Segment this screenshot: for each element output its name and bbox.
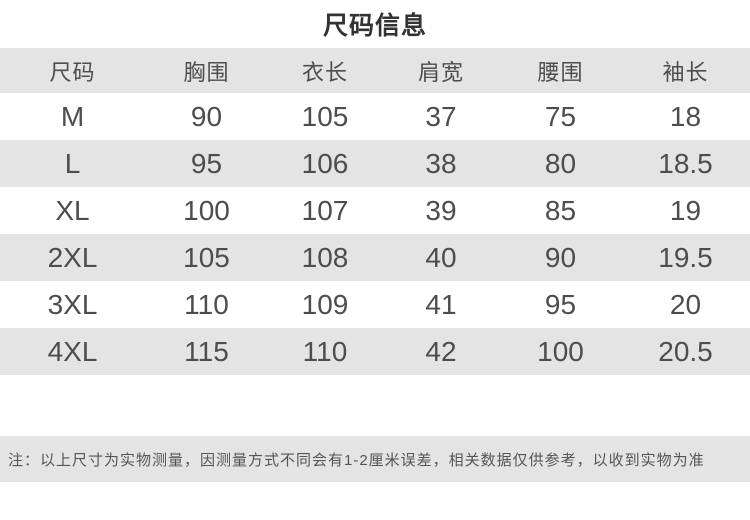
size-cell: 2XL (47, 241, 98, 273)
measurement-cell: 40 (425, 241, 457, 273)
measurement-cell: 100 (537, 335, 584, 367)
measurement-cell: 42 (425, 335, 457, 367)
measurement-cell: 109 (301, 288, 349, 320)
measurement-cell: 38 (425, 147, 457, 179)
size-cell: M (60, 100, 85, 132)
measurement-cell: 37 (425, 100, 457, 132)
table-row-XL: XL 100 107 39 85 19 (0, 187, 750, 234)
column-header-5: 腰围 (537, 59, 584, 85)
measurement-cell: 105 (183, 241, 230, 273)
size-cell: XL (55, 194, 90, 226)
measurement-cell: 18.5 (658, 147, 713, 179)
column-header-1: 尺码 (49, 59, 96, 85)
column-header-2: 胸围 (183, 59, 230, 85)
measurement-cell: 95 (190, 147, 223, 179)
table-row-3XL: 3XL 110 109 41 95 20 (0, 281, 750, 328)
table-row-M: M 90 105 37 75 18 (0, 93, 750, 140)
size-table: 尺码 胸围 衣长 肩宽 腰围 袖长 M 90 105 37 75 18 L 95 106 38 80 18.5 X… (0, 48, 750, 375)
column-header-3: 衣长 (301, 59, 348, 85)
measurement-note: 注：以上尺寸为实物测量，因测量方式不同会有1-2厘米误差，相关数据仅供参考，以收… (0, 436, 750, 482)
measurement-cell: 108 (301, 241, 349, 273)
measurement-cell: 75 (544, 100, 577, 132)
measurement-cell: 110 (184, 288, 229, 320)
measurement-cell: 39 (425, 194, 457, 226)
measurement-cell: 110 (302, 335, 348, 367)
measurement-cell: 18 (669, 100, 702, 132)
measurement-cell: 107 (301, 194, 349, 226)
size-cell: 3XL (47, 288, 98, 320)
size-cell: L (64, 147, 81, 179)
measurement-cell: 20 (669, 288, 702, 320)
column-header-6: 袖长 (662, 59, 709, 85)
column-header-4: 肩宽 (417, 59, 464, 85)
measurement-cell: 41 (425, 288, 457, 320)
size-cell: 4XL (47, 335, 98, 367)
measurement-cell: 100 (183, 194, 230, 226)
measurement-cell: 80 (544, 147, 577, 179)
measurement-cell: 115 (184, 335, 229, 367)
measurement-cell: 95 (544, 288, 577, 320)
measurement-cell: 105 (301, 100, 349, 132)
measurement-cell: 19.5 (658, 241, 713, 273)
table-row-2XL: 2XL 105 108 40 90 19.5 (0, 234, 750, 281)
measurement-cell: 85 (544, 194, 577, 226)
measurement-cell: 90 (544, 241, 577, 273)
measurement-cell: 20.5 (658, 335, 713, 367)
measurement-cell: 19 (669, 194, 702, 226)
table-body: M 90 105 37 75 18 L 95 106 38 80 18.5 XL 100 107 39 85 19… (0, 93, 750, 375)
table-row-L: L 95 106 38 80 18.5 (0, 140, 750, 187)
measurement-cell: 106 (301, 147, 349, 179)
table-row-4XL: 4XL 115 110 42 100 20.5 (0, 328, 750, 375)
page-title: 尺码信息 (322, 12, 427, 40)
table-header-row: 尺码 胸围 衣长 肩宽 腰围 袖长 (0, 48, 750, 93)
measurement-cell: 90 (190, 100, 223, 132)
